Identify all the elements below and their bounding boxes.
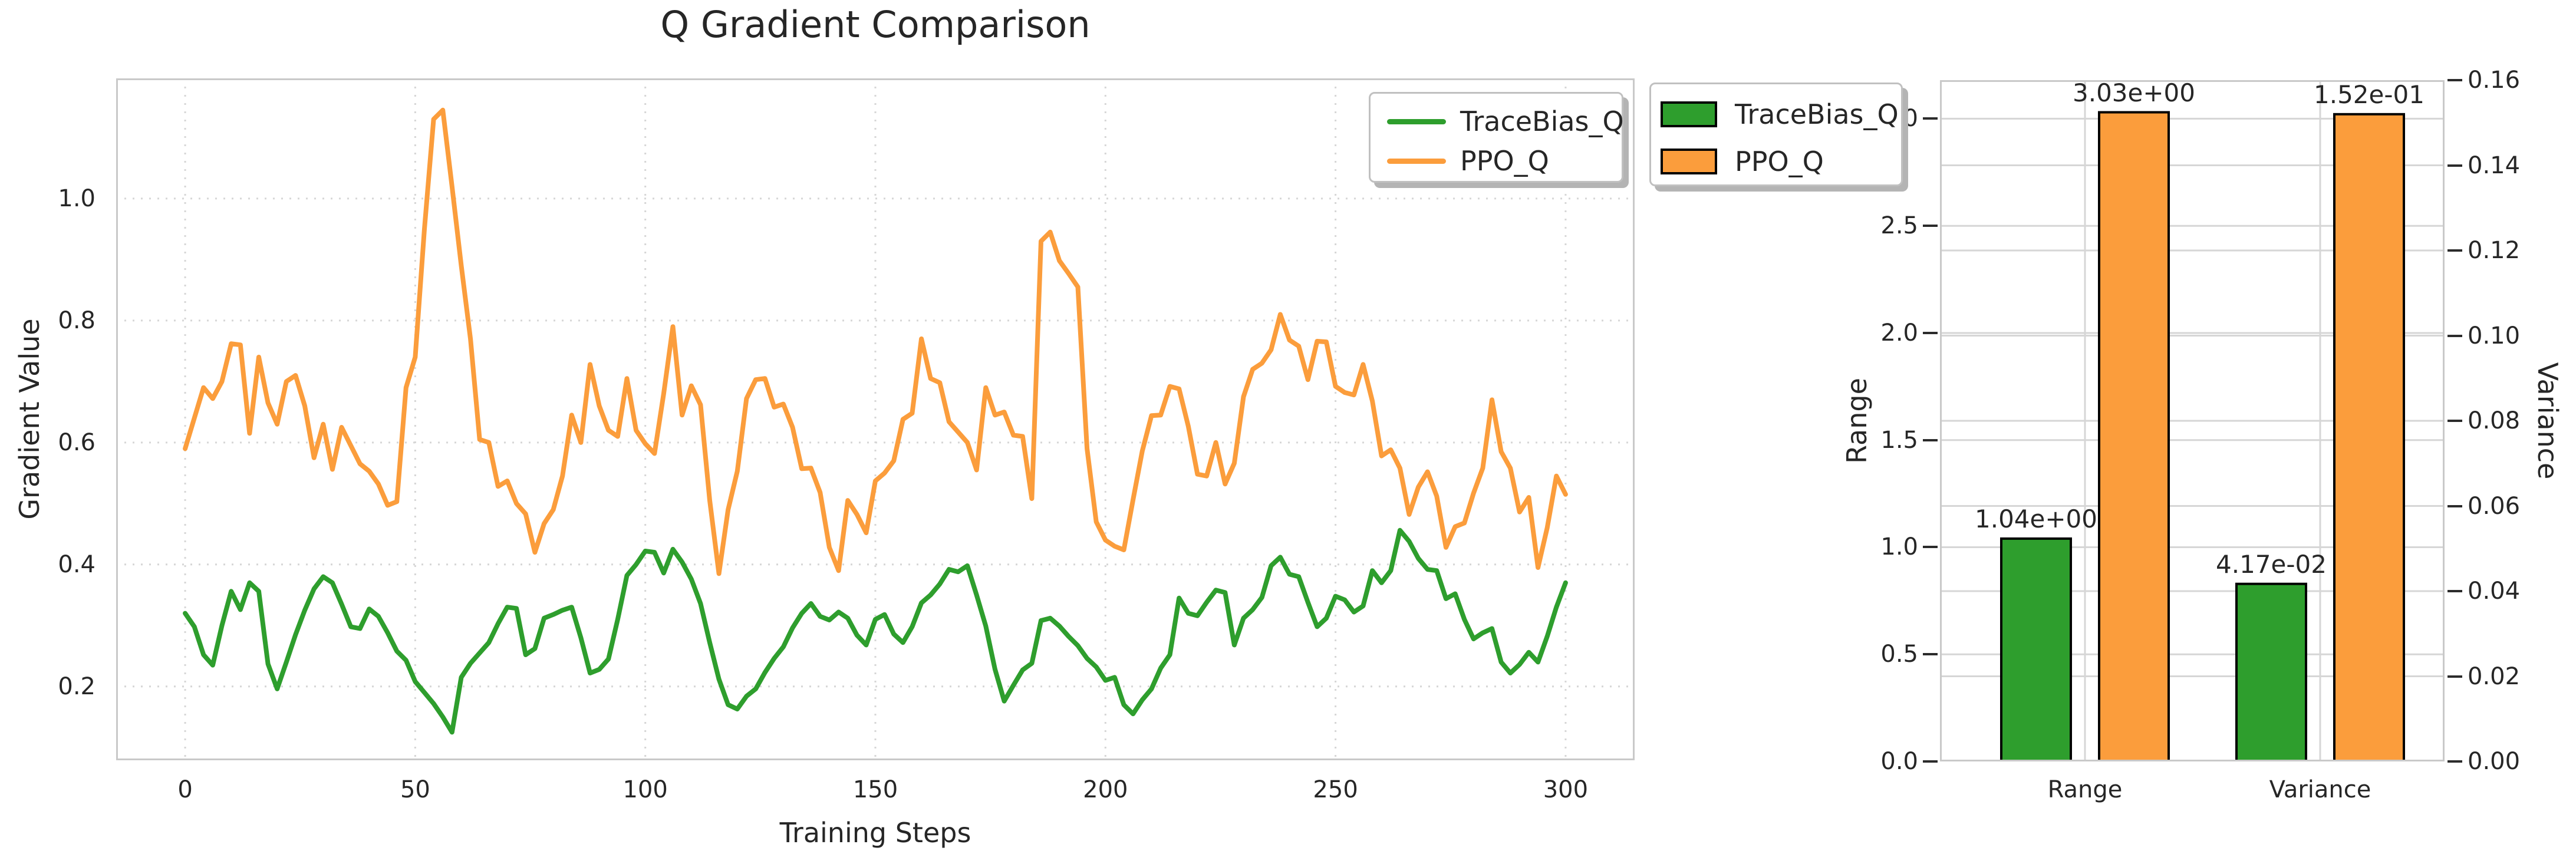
bar-left-y-tick-label: 1.0 — [1880, 533, 1918, 561]
right-axis-tick-mark — [2447, 420, 2462, 422]
left-axis-tick-mark — [1923, 653, 1938, 656]
bar-right-y-tick-label: 0.06 — [2468, 492, 2521, 520]
y-tick-label: 1.0 — [58, 184, 95, 212]
legend-item-PPO_Q: PPO_Q — [1387, 146, 1549, 176]
legend-line-swatch — [1387, 158, 1446, 164]
bar-right-y-tick-label: 0.02 — [2468, 662, 2521, 690]
legend-item-TraceBias_Q: TraceBias_Q — [1387, 107, 1624, 136]
right-axis-tick-mark — [2447, 249, 2462, 252]
bar-value-label: 1.52e-01 — [2314, 80, 2425, 109]
left-axis-tick-mark — [1923, 225, 1938, 227]
legend-label: TraceBias_Q — [1460, 105, 1624, 137]
right-axis-tick-mark — [2447, 504, 2462, 507]
right-axis-tick-mark — [2447, 760, 2462, 763]
line-chart-spine — [116, 78, 1635, 760]
bar-TraceBias_Q-Range — [2000, 537, 2072, 761]
x-tick-label: 0 — [177, 776, 193, 803]
right-axis-tick-mark — [2447, 675, 2462, 678]
line-chart-legend: TraceBias_Q PPO_Q — [1369, 92, 1624, 183]
bar-chart-svg — [1940, 80, 2445, 761]
bar-left-y-tick-label: 0.0 — [1880, 748, 1918, 775]
left-axis-tick-mark — [1923, 438, 1938, 441]
legend-line-swatch — [1387, 118, 1446, 124]
bar-right-y-tick-label: 0.14 — [2468, 151, 2521, 179]
legend-item-TraceBias_Q: TraceBias_Q — [1661, 100, 1899, 129]
right-axis-tick-mark — [2447, 79, 2462, 81]
bar-PPO_Q-Range — [2098, 111, 2170, 761]
bar-chart-legend: TraceBias_Q PPO_Q — [1649, 83, 1903, 186]
line-series-PPO_Q — [183, 107, 1568, 576]
line-chart-plot-area — [116, 78, 1635, 760]
bar-TraceBias_Q-Variance — [2235, 582, 2307, 761]
legend-box-swatch — [1661, 101, 1717, 127]
legend-label: TraceBias_Q — [1735, 98, 1899, 130]
bar-left-y-tick-label: 2.5 — [1880, 212, 1918, 240]
line-series-TraceBias_Q — [183, 527, 1568, 735]
bar-value-label: 4.17e-02 — [2216, 549, 2327, 579]
x-tick-label: 50 — [400, 776, 430, 803]
bar-PPO_Q-Variance — [2333, 113, 2405, 761]
left-axis-tick-mark — [1923, 331, 1938, 334]
x-tick-label: 250 — [1313, 776, 1358, 803]
bar-chart-spine — [1940, 80, 2445, 761]
category-tick-label: Range — [2047, 776, 2123, 803]
right-axis-tick-mark — [2447, 334, 2462, 337]
legend-label: PPO_Q — [1735, 146, 1824, 177]
left-axis-tick-mark — [1923, 760, 1938, 763]
bar-right-y-tick-label: 0.08 — [2468, 407, 2521, 434]
bar-value-label: 1.04e+00 — [1975, 504, 2097, 533]
line-chart-x-axis-label: Training Steps — [779, 817, 971, 849]
bar-value-label: 3.03e+00 — [2073, 78, 2195, 107]
y-tick-label: 0.4 — [58, 550, 95, 578]
bar-right-y-tick-label: 0.00 — [2468, 748, 2521, 775]
bar-right-y-tick-label: 0.16 — [2468, 67, 2521, 94]
right-axis-tick-mark — [2447, 164, 2462, 167]
legend-label: PPO_Q — [1460, 145, 1549, 177]
line-chart-svg — [116, 78, 1635, 760]
legend-item-PPO_Q: PPO_Q — [1661, 147, 1824, 176]
chart-title: Q Gradient Comparison — [660, 3, 1091, 46]
x-tick-label: 200 — [1083, 776, 1128, 803]
y-tick-label: 0.8 — [58, 306, 95, 334]
y-tick-label: 0.6 — [58, 428, 95, 456]
line-chart-y-axis-label: Gradient Value — [14, 318, 45, 520]
legend-box-swatch — [1661, 149, 1717, 174]
bar-left-y-tick-label: 2.0 — [1880, 319, 1918, 347]
x-tick-label: 150 — [852, 776, 898, 803]
bar-right-y-tick-label: 0.12 — [2468, 237, 2521, 264]
x-tick-label: 300 — [1543, 776, 1589, 803]
left-axis-tick-mark — [1923, 546, 1938, 549]
right-axis-tick-mark — [2447, 590, 2462, 592]
bar-left-y-tick-label: 0.5 — [1880, 641, 1918, 668]
category-tick-label: Variance — [2269, 776, 2371, 803]
bar-left-y-tick-label: 1.5 — [1880, 426, 1918, 454]
bar-right-y-tick-label: 0.04 — [2468, 578, 2521, 605]
x-tick-label: 100 — [622, 776, 668, 803]
left-axis-tick-mark — [1923, 117, 1938, 120]
y-tick-label: 0.2 — [58, 672, 95, 700]
bar-chart-plot-area — [1940, 80, 2445, 761]
bar-right-y-tick-label: 0.10 — [2468, 322, 2521, 349]
